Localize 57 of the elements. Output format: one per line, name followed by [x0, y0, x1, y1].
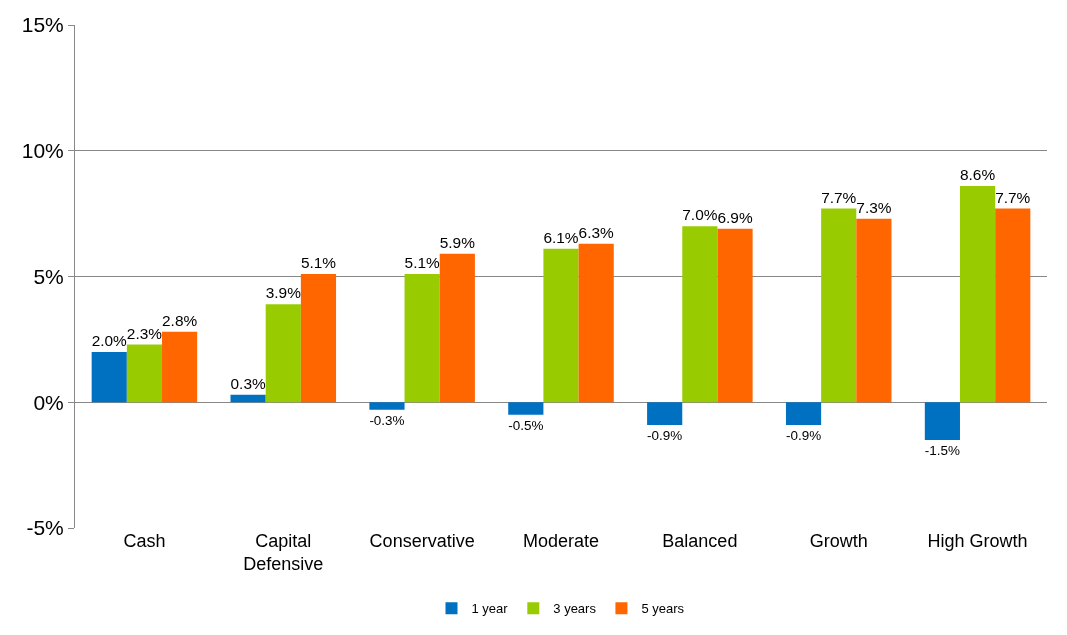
- data-label: 3.9%: [265, 284, 302, 302]
- bar: [924, 402, 960, 440]
- data-label: -1.5%: [924, 442, 960, 458]
- data-label: 7.7%: [821, 188, 857, 206]
- bar: [162, 331, 198, 403]
- data-label: -0.9%: [647, 427, 683, 443]
- bar: [230, 394, 266, 403]
- data-label: -0.3%: [369, 412, 405, 428]
- x-tick-label: Cash: [123, 531, 166, 551]
- data-label: 7.0%: [682, 206, 718, 224]
- x-tick-label: Moderate: [522, 531, 600, 551]
- y-tick-label: -5%: [26, 516, 64, 540]
- data-label: 5.9%: [439, 233, 476, 251]
- data-label: 2.3%: [126, 324, 163, 342]
- data-label: 0.3%: [230, 374, 266, 392]
- data-label: 2.8%: [162, 311, 198, 329]
- bar: [717, 228, 753, 403]
- y-tick-label: 15%: [21, 13, 64, 37]
- bar: [91, 351, 127, 403]
- bar: [682, 226, 718, 403]
- data-label: 6.1%: [543, 228, 579, 246]
- bar: [856, 218, 892, 403]
- bar: [543, 248, 579, 403]
- x-tick-label: Conservative: [369, 531, 475, 551]
- data-label: 6.3%: [578, 223, 615, 241]
- x-tick-label: High Growth: [927, 531, 1028, 551]
- bar: [785, 402, 822, 425]
- bar: [369, 402, 405, 410]
- data-label: -0.5%: [508, 417, 544, 433]
- bar: [300, 273, 337, 403]
- bar: [404, 273, 440, 403]
- data-label: 8.6%: [959, 166, 996, 184]
- bar: [578, 243, 614, 403]
- data-label: 5.1%: [300, 254, 337, 272]
- x-tick-label: Growth: [809, 531, 868, 551]
- data-label: 7.7%: [995, 188, 1031, 206]
- bar: [647, 402, 683, 425]
- legend-label: 1 year: [471, 601, 509, 617]
- bar: [821, 208, 857, 403]
- data-label: 6.9%: [717, 208, 753, 226]
- y-tick-label: 0%: [33, 390, 64, 414]
- data-label: 2.0%: [91, 332, 128, 350]
- bar: [265, 304, 301, 403]
- bar: [959, 185, 996, 403]
- bar: [508, 402, 544, 415]
- legend-label: 3 years: [553, 601, 597, 617]
- y-tick-label: 10%: [21, 139, 64, 163]
- data-label: 7.3%: [856, 198, 892, 216]
- bar: [439, 253, 475, 403]
- data-label: -0.9%: [785, 427, 822, 443]
- legend-label: 5 years: [641, 601, 685, 617]
- data-label: 5.1%: [404, 254, 440, 272]
- y-tick-label: 5%: [33, 264, 64, 288]
- bar: [995, 208, 1031, 403]
- x-tick-label: Balanced: [662, 531, 738, 551]
- x-tick-label: Capital Defensive: [243, 531, 324, 575]
- bar: [126, 344, 163, 403]
